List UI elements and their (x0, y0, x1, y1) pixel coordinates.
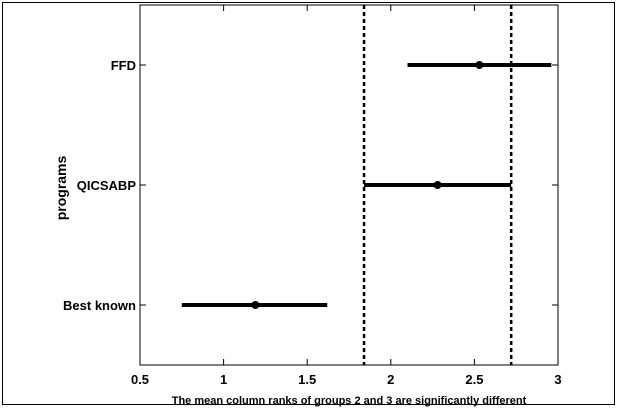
intervals (181, 61, 552, 309)
y-ticks: FFD QICSABP Best known (63, 58, 558, 313)
x-tick-label-2: 2 (387, 372, 394, 387)
x-tick-label-0-5: 0.5 (131, 372, 149, 387)
mean-marker-best-known (251, 301, 260, 309)
figure-frame (2, 2, 615, 405)
y-tick-label-ffd: FFD (111, 58, 136, 73)
x-tick-label-3: 3 (554, 372, 561, 387)
x-tick-label-2-5: 2.5 (465, 372, 483, 387)
y-tick-label-qicsabp: QICSABP (77, 178, 137, 193)
y-tick-label-best-known: Best known (63, 298, 136, 313)
x-axis-title: The mean column ranks of groups 2 and 3 … (172, 395, 527, 407)
x-ticks: 0.5 1 1.5 2 2.5 3 (131, 5, 562, 387)
mean-marker-qicsabp (433, 181, 442, 189)
x-tick-label-1: 1 (220, 372, 227, 387)
x-tick-label-1-5: 1.5 (298, 372, 316, 387)
y-axis-title: programs (53, 156, 69, 221)
mean-marker-ffd (475, 61, 484, 69)
